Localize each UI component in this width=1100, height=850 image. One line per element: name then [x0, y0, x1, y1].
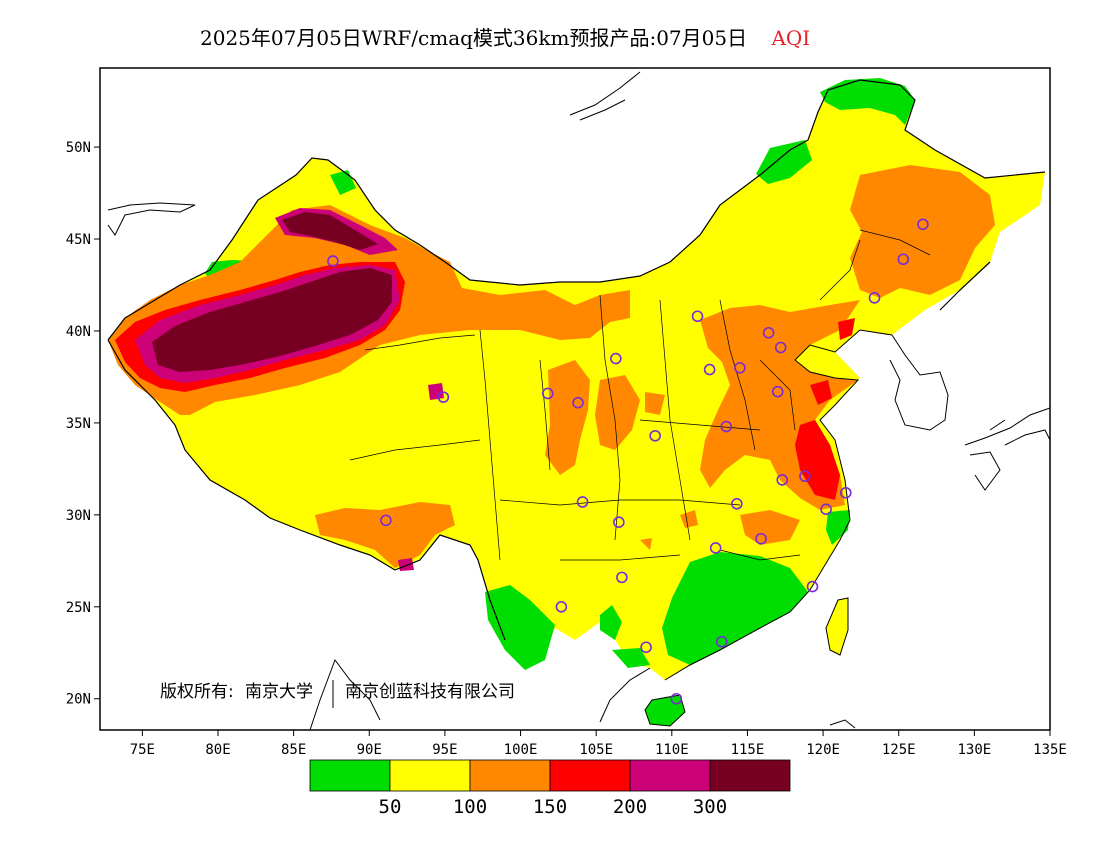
city-station-marker [703, 363, 716, 376]
city-station-marker [755, 532, 767, 545]
city-station-marker [380, 514, 392, 527]
city-station-marker [616, 571, 628, 584]
city-station-marker [806, 580, 819, 593]
taiwan-coast [825, 597, 849, 656]
lon-tick-label: 75E [130, 742, 155, 758]
aqi-maroon-regions [152, 212, 392, 372]
indochina-coast [309, 658, 381, 730]
lat-tick-label: 50N [66, 140, 91, 156]
axis-ticks: 75E 80E 85E 90E 95E 100E 105E 110E 115E 120E 125E 1… [66, 140, 1067, 758]
city-station-marker [776, 474, 789, 486]
sakhalin-coast [569, 71, 641, 121]
vietnam-coast [599, 667, 651, 723]
copyright-org1: 南京大学 [245, 682, 313, 702]
city-station-marker [715, 635, 728, 648]
legend-label: 150 [533, 796, 567, 818]
lon-tick-label: 85E [281, 742, 306, 758]
legend-swatch [709, 759, 791, 792]
lon-tick-label: 110E [655, 742, 689, 758]
legend-swatch [309, 759, 391, 792]
copyright: 版权所有: 南京大学 南京创蓝科技有限公司 [160, 680, 515, 708]
city-station-marker [649, 429, 661, 442]
legend-label: 200 [613, 796, 647, 818]
balkhash-coast [107, 202, 196, 236]
lon-tick-label: 95E [432, 742, 457, 758]
city-station-marker [897, 253, 910, 266]
city-station-marker [541, 387, 554, 400]
lon-tick-label: 125E [882, 742, 916, 758]
lon-tick-label: 80E [205, 742, 230, 758]
bohai-coast [664, 329, 893, 681]
city-station-marker [327, 255, 339, 267]
copyright-prefix: 版权所有: [160, 682, 234, 702]
city-station-marker [771, 385, 784, 398]
china-border [107, 79, 1046, 641]
lat-tick-label: 30N [66, 508, 91, 524]
korea-coast [889, 334, 949, 431]
map-title-variable: AQI [771, 26, 811, 50]
lon-tick-label: 135E [1033, 742, 1067, 758]
city-station-marker [709, 542, 722, 554]
city-station-marker [774, 341, 787, 354]
city-station-marker [670, 692, 683, 705]
city-station-marker [917, 218, 929, 231]
map-title: 2025年07月05日WRF/cmaq模式36km预报产品:07月05日 AQI [200, 22, 810, 51]
province-boundaries [349, 229, 931, 561]
city-station-marker [720, 420, 733, 433]
city-station-marker [613, 516, 625, 529]
lat-tick-label: 40N [66, 324, 91, 340]
lat-tick-label: 25N [66, 600, 91, 616]
lat-tick-label: 35N [66, 416, 91, 432]
aqi-legend: 50 100 150 200 300 [309, 759, 791, 818]
lon-tick-label: 115E [731, 742, 765, 758]
legend-label: 300 [693, 796, 727, 818]
plot-frame [99, 67, 1051, 731]
legend-swatch [549, 759, 631, 792]
lon-tick-label: 100E [504, 742, 538, 758]
map-title-main: 2025年07月05日WRF/cmaq模式36km预报产品:07月05日 [200, 26, 748, 50]
lon-tick-label: 90E [357, 742, 382, 758]
aqi-region-taiwan [826, 598, 848, 655]
city-station-marker [734, 361, 746, 374]
lon-tick-label: 120E [806, 742, 840, 758]
japan-coast [964, 407, 1050, 491]
philippines-coast [829, 719, 856, 729]
station-markers [327, 218, 929, 705]
city-station-marker [640, 641, 652, 654]
city-station-marker [437, 391, 450, 403]
legend-swatch [469, 759, 551, 792]
aqi-fill-layer [108, 78, 1045, 726]
city-station-marker [868, 292, 881, 304]
city-station-marker [839, 486, 852, 499]
boundary-layer [107, 71, 1050, 730]
city-station-marker [762, 326, 775, 339]
lon-tick-label: 105E [579, 742, 613, 758]
lon-tick-label: 130E [958, 742, 992, 758]
lat-tick-label: 45N [66, 232, 91, 248]
legend-label: 50 [379, 796, 402, 818]
city-station-marker [799, 470, 811, 483]
city-station-marker [820, 503, 832, 516]
aqi-region-hainan [645, 695, 685, 726]
city-station-marker [691, 310, 704, 323]
copyright-org2: 南京创蓝科技有限公司 [345, 682, 515, 702]
legend-swatch [629, 759, 711, 792]
legend-swatch [389, 759, 471, 792]
legend-label: 100 [453, 796, 487, 818]
city-station-marker [610, 352, 622, 365]
city-station-marker [731, 498, 743, 510]
city-station-marker [572, 396, 584, 409]
city-station-marker [555, 600, 568, 613]
city-station-marker [576, 496, 589, 508]
lat-tick-label: 20N [66, 692, 91, 708]
